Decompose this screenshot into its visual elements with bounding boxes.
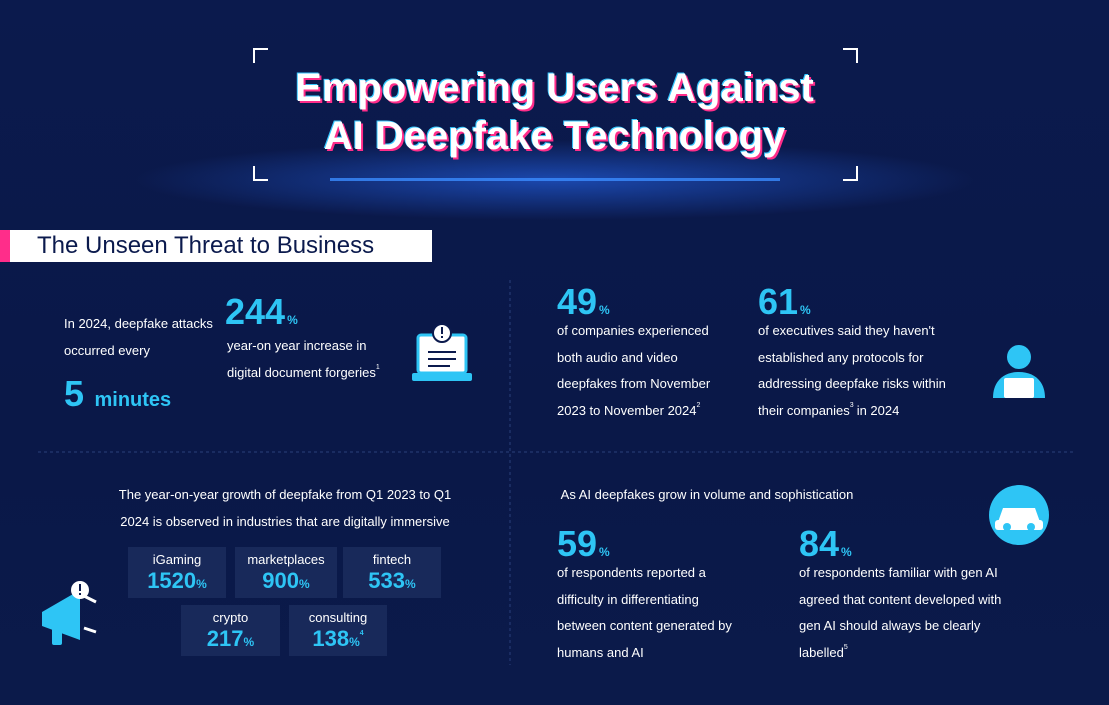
stat-unit: % [800, 303, 811, 317]
stat: 61% [758, 284, 811, 320]
stat-value: 84 [799, 523, 840, 564]
industry-box: marketplaces 900% [235, 547, 337, 598]
car-icon [989, 485, 1049, 545]
stat-intro: In 2024, deepfake attacks occurred every [64, 316, 213, 358]
stat-unit: minutes [94, 389, 172, 411]
person-icon [993, 345, 1045, 398]
industry-unit: % [196, 577, 207, 591]
title-frame [253, 48, 858, 181]
footnote: 5 [843, 644, 848, 652]
stat-value: 244 [225, 291, 286, 332]
industries-intro: The year-on-year growth of deepfake from… [118, 487, 452, 529]
industry-box: consulting 138%4 [289, 605, 387, 656]
megaphone-icon [42, 581, 97, 645]
industry-value: 138 [312, 626, 350, 651]
stat: 5 minutes [64, 373, 171, 415]
industry-unit: % [243, 635, 255, 649]
stat-unit: % [841, 545, 852, 559]
stat-unit: % [599, 545, 610, 559]
stat-unit: % [599, 303, 610, 317]
stat: 49% [557, 284, 610, 320]
industry-box: iGaming 1520% [128, 547, 226, 598]
industry-name: iGaming [152, 552, 202, 567]
stat-text: of respondents reported a difficulty in … [557, 565, 732, 661]
banner-accent [0, 230, 10, 262]
industry-box: fintech 533% [343, 547, 441, 598]
footnote: 3 [849, 402, 854, 410]
stat-text: of respondents familiar with gen AI agre… [799, 565, 1002, 661]
section-title: The Unseen Threat to Business [10, 230, 432, 262]
stat-text: of companies experienced both audio and … [557, 323, 711, 419]
stat-text: of executives said they haven't establis… [758, 318, 963, 425]
industry-value: 533 [368, 568, 406, 593]
industry-value: 900 [262, 568, 300, 593]
stat-value: 5 [64, 373, 85, 414]
stat: 84% [799, 526, 852, 562]
industry-box: crypto 217% [181, 605, 280, 656]
glow-line [330, 178, 780, 181]
industry-name: marketplaces [247, 552, 325, 567]
perception-intro: As AI deepfakes grow in volume and sophi… [560, 487, 854, 502]
stat-text: year-on year increase in digital documen… [227, 333, 387, 386]
stat-unit: % [287, 313, 298, 327]
stat-value: 49 [557, 281, 598, 322]
stat: 244% [225, 294, 298, 330]
stat-value: 59 [557, 523, 598, 564]
industry-name: fintech [372, 552, 412, 567]
industry-value: 1520 [147, 568, 197, 593]
industry-value: 217 [206, 626, 244, 651]
title-line: Empowering Users Against [295, 66, 814, 110]
industry-unit: % [349, 635, 360, 649]
laptop-icon [412, 323, 472, 381]
footnote: 2 [696, 402, 701, 410]
footnote: 4 [359, 630, 364, 637]
industry-unit: % [299, 577, 310, 591]
title-line: AI Deepfake Technology [323, 114, 786, 158]
footnote: 1 [375, 363, 380, 371]
industry-name: consulting [308, 610, 368, 625]
stat-text: of respondents familiar with gen AI agre… [799, 560, 1004, 667]
stat-text: year-on year increase in digital documen… [227, 338, 376, 380]
stat-text: in 2024 [856, 403, 900, 419]
industry-name: crypto [212, 610, 249, 625]
industry-unit: % [405, 577, 416, 591]
stat-text: of executives said they haven't establis… [758, 323, 946, 419]
stat-value: 61 [758, 281, 799, 322]
stat: 59% [557, 526, 610, 562]
stat-text: of companies experienced both audio and … [557, 318, 725, 425]
dividers [38, 280, 1075, 665]
